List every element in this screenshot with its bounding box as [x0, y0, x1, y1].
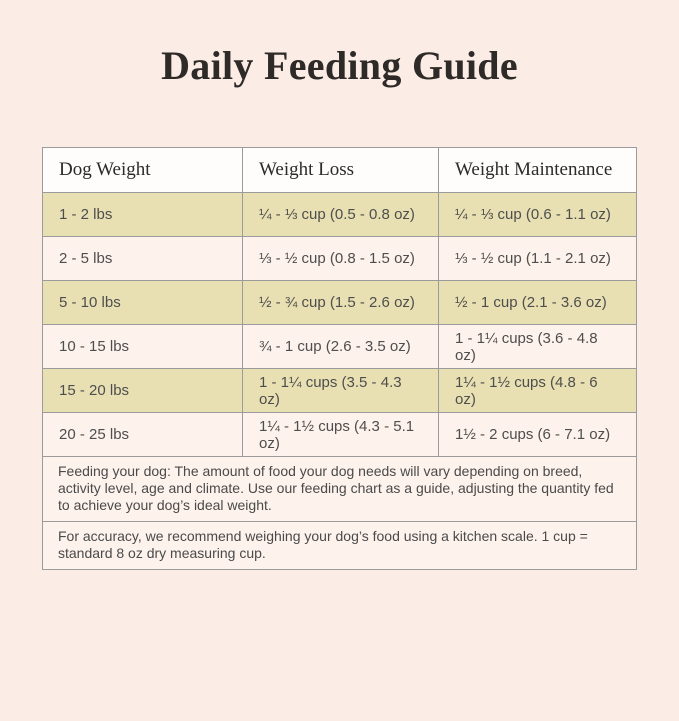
weight-loss-cell: ¾ - 1 cup (2.6 - 3.5 oz)	[243, 325, 439, 368]
feeding-guide-table: Dog Weight Weight Loss Weight Maintenanc…	[42, 147, 637, 570]
feeding-guidance-note: Feeding your dog: The amount of food you…	[43, 457, 636, 522]
table-row: 20 - 25 lbs 1¼ - 1½ cups (4.3 - 5.1 oz) …	[43, 413, 636, 457]
weight-maintenance-cell: 1½ - 2 cups (6 - 7.1 oz)	[455, 426, 611, 443]
weight-maintenance-cell: ⅓ - ½ cup (1.1 - 2.1 oz)	[455, 250, 611, 267]
column-header-weight-loss: Weight Loss	[243, 148, 439, 192]
table-row: 2 - 5 lbs ⅓ - ½ cup (0.8 - 1.5 oz) ⅓ - ½…	[43, 237, 636, 281]
weight-loss-cell: ¼ - ⅓ cup (0.5 - 0.8 oz)	[243, 193, 439, 236]
table-row: 10 - 15 lbs ¾ - 1 cup (2.6 - 3.5 oz) 1 -…	[43, 325, 636, 369]
dog-weight-cell: 15 - 20 lbs	[43, 369, 243, 412]
accuracy-note: For accuracy, we recommend weighing your…	[58, 528, 588, 561]
table-header-row: Dog Weight Weight Loss Weight Maintenanc…	[43, 148, 636, 193]
table-row: 1 - 2 lbs ¼ - ⅓ cup (0.5 - 0.8 oz) ¼ - ⅓…	[43, 193, 636, 237]
weight-maintenance-cell: 1 - 1¼ cups (3.6 - 4.8 oz)	[455, 329, 598, 364]
weight-maintenance-cell: ¼ - ⅓ cup (0.6 - 1.1 oz)	[455, 206, 611, 223]
weight-maintenance-cell: ½ - 1 cup (2.1 - 3.6 oz)	[455, 294, 607, 311]
table-row: 15 - 20 lbs 1 - 1¼ cups (3.5 - 4.3 oz) 1…	[43, 369, 636, 413]
page-title: Daily Feeding Guide	[161, 43, 518, 88]
dog-weight-cell: 10 - 15 lbs	[43, 325, 243, 368]
weight-loss-cell: 1 - 1¼ cups (3.5 - 4.3 oz)	[243, 369, 439, 412]
weight-loss-cell: 1¼ - 1½ cups (4.3 - 5.1 oz)	[243, 413, 439, 456]
page: Daily Feeding Guide Dog Weight Weight Lo…	[0, 42, 679, 570]
column-header-dog-weight: Dog Weight	[43, 148, 243, 192]
dog-weight-cell: 2 - 5 lbs	[43, 237, 243, 280]
weight-maintenance-cell: 1¼ - 1½ cups (4.8 - 6 oz)	[455, 373, 598, 408]
dog-weight-cell: 5 - 10 lbs	[43, 281, 243, 324]
table-row: 5 - 10 lbs ½ - ¾ cup (1.5 - 2.6 oz) ½ - …	[43, 281, 636, 325]
dog-weight-cell: 1 - 2 lbs	[43, 193, 243, 236]
weight-loss-cell: ½ - ¾ cup (1.5 - 2.6 oz)	[243, 281, 439, 324]
dog-weight-cell: 20 - 25 lbs	[43, 413, 243, 456]
column-header-weight-maintenance: Weight Maintenance	[455, 159, 613, 180]
weight-loss-cell: ⅓ - ½ cup (0.8 - 1.5 oz)	[243, 237, 439, 280]
